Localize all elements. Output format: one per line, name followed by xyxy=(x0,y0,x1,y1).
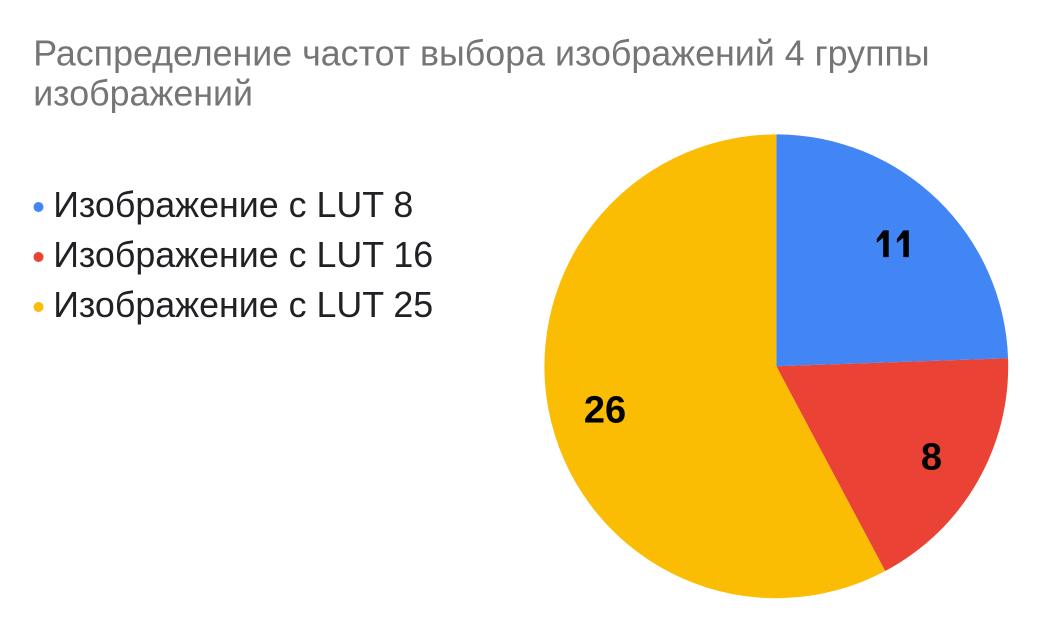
svg-text:Распределение частот выбора из: Распределение частот выбора изображений … xyxy=(33,34,929,74)
svg-text:Изображение с LUT 8: Изображение с LUT 8 xyxy=(53,185,413,225)
svg-text:Изображение с LUT 25: Изображение с LUT 25 xyxy=(53,285,433,325)
svg-text:8: 8 xyxy=(921,437,942,479)
svg-text:Изображение с LUT 16: Изображение с LUT 16 xyxy=(53,235,433,275)
svg-text:изображений: изображений xyxy=(33,74,253,114)
svg-text:26: 26 xyxy=(584,390,626,432)
